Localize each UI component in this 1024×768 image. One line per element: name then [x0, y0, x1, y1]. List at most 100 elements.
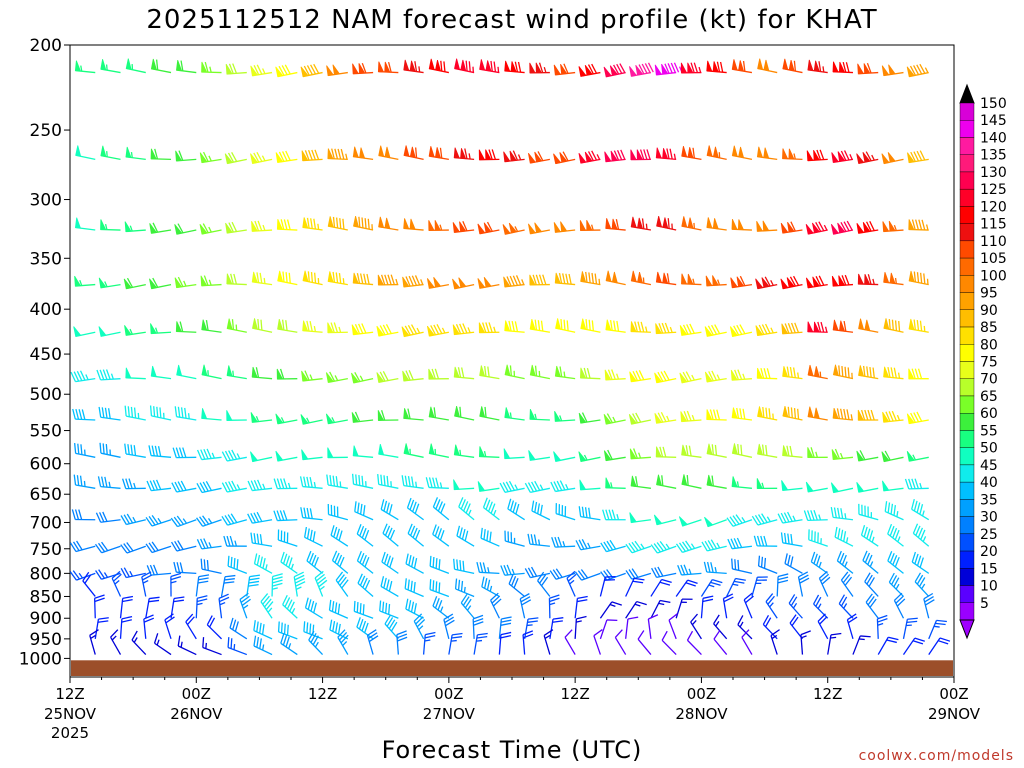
wind-barb: [630, 270, 652, 286]
wind-barb: [858, 318, 879, 333]
wind-barb: [578, 451, 601, 463]
wind-barb: [655, 147, 677, 161]
wind-barb: [479, 365, 500, 380]
wind-barb: [808, 529, 828, 547]
wind-barb: [757, 555, 778, 574]
wind-barb: [537, 571, 551, 597]
wind-barb: [253, 635, 273, 656]
wind-barb: [827, 632, 842, 655]
wind-barb: [830, 220, 854, 235]
wind-barb: [908, 219, 929, 231]
credit-link[interactable]: coolwx.com/models: [859, 748, 1014, 764]
wind-barb: [705, 275, 727, 287]
wind-barb: [881, 152, 904, 165]
colorbar-segment: [959, 516, 975, 535]
wind-barb: [200, 275, 222, 287]
wind-barb: [199, 223, 222, 235]
wind-barb: [351, 372, 374, 384]
wind-barb: [578, 150, 601, 164]
colorbar-label: 140: [980, 130, 1007, 146]
wind-barb: [119, 615, 133, 639]
wind-barb: [413, 613, 426, 640]
wind-barb: [428, 220, 449, 232]
wind-barb: [170, 540, 197, 552]
wind-barb: [629, 448, 651, 460]
wind-barb: [335, 571, 349, 597]
wind-barb: [195, 595, 208, 619]
wind-barb: [840, 571, 854, 597]
wind-barb: [605, 270, 626, 286]
wind-barb: [625, 616, 639, 639]
wind-barb: [741, 629, 753, 655]
wind-barb: [817, 613, 829, 640]
wind-barb: [403, 408, 424, 421]
wind-barb: [380, 499, 399, 521]
wind-barb: [907, 150, 929, 164]
wind-barb: [120, 513, 146, 526]
wind-barb: [856, 151, 879, 165]
wind-barb: [681, 216, 702, 231]
wind-barb: [504, 530, 525, 547]
wind-barb: [877, 636, 899, 655]
wind-barb: [201, 61, 222, 74]
colorbar-segment: [959, 413, 975, 431]
wind-barb: [681, 146, 702, 161]
wind-barb: [460, 593, 475, 619]
wind-barb: [453, 444, 475, 458]
colorbar-segment: [959, 361, 975, 379]
wind-barb: [647, 614, 659, 639]
wind-barb: [74, 442, 96, 458]
wind-barb: [706, 217, 727, 231]
wind-barb: [275, 64, 298, 78]
wind-barb: [120, 567, 146, 579]
wind-barb: [282, 594, 298, 619]
wind-barb: [807, 447, 828, 458]
wind-barb: [882, 220, 904, 233]
wind-barb: [681, 474, 702, 489]
wind-barb: [504, 320, 525, 333]
colorbar-label: 15: [980, 561, 998, 577]
wind-barb: [884, 501, 904, 521]
wind-barb: [789, 614, 803, 640]
colorbar-segment: [959, 344, 975, 362]
wind-barb: [507, 498, 525, 521]
wind-barb: [807, 321, 828, 333]
colorbar-label: 115: [980, 217, 1007, 233]
wind-barb: [302, 217, 323, 231]
x-tick-time: 12Z: [560, 685, 589, 703]
wind-barb: [800, 630, 811, 655]
wind-barb: [276, 218, 298, 231]
wind-barb: [405, 598, 424, 619]
wind-barb: [175, 150, 197, 162]
y-axis: 200 250 300 350 400 450 500 550 600 650 700 750 800 8…: [19, 36, 70, 669]
wind-barb: [782, 445, 803, 458]
terrain: [71, 660, 953, 676]
colorbar-label: 25: [980, 527, 998, 543]
wind-barb: [146, 479, 172, 492]
wind-barb: [524, 480, 551, 494]
wind-barb: [175, 60, 197, 74]
wind-barb: [185, 613, 197, 640]
wind-barb: [650, 540, 677, 554]
wind-barb: [887, 523, 904, 547]
wind-barb: [554, 365, 576, 380]
wind-barb: [522, 630, 534, 655]
wind-barb: [504, 364, 525, 380]
wind-barb: [473, 632, 488, 655]
wind-barb: [604, 149, 626, 163]
wind-barb: [675, 579, 698, 597]
wind-barb: [425, 477, 449, 489]
wind-barb: [531, 500, 551, 521]
wind-barb: [125, 58, 146, 74]
wind-barb: [675, 598, 693, 619]
wind-barb: [881, 450, 904, 463]
wind-barb: [94, 617, 109, 639]
wind-barb: [404, 578, 424, 598]
wind-barb: [882, 480, 904, 492]
wind-barb: [599, 575, 616, 597]
wind-barb: [599, 601, 622, 619]
wind-barb: [477, 221, 500, 235]
wind-barb: [551, 536, 576, 548]
wind-barb: [432, 497, 450, 521]
wind-barb: [770, 629, 780, 655]
